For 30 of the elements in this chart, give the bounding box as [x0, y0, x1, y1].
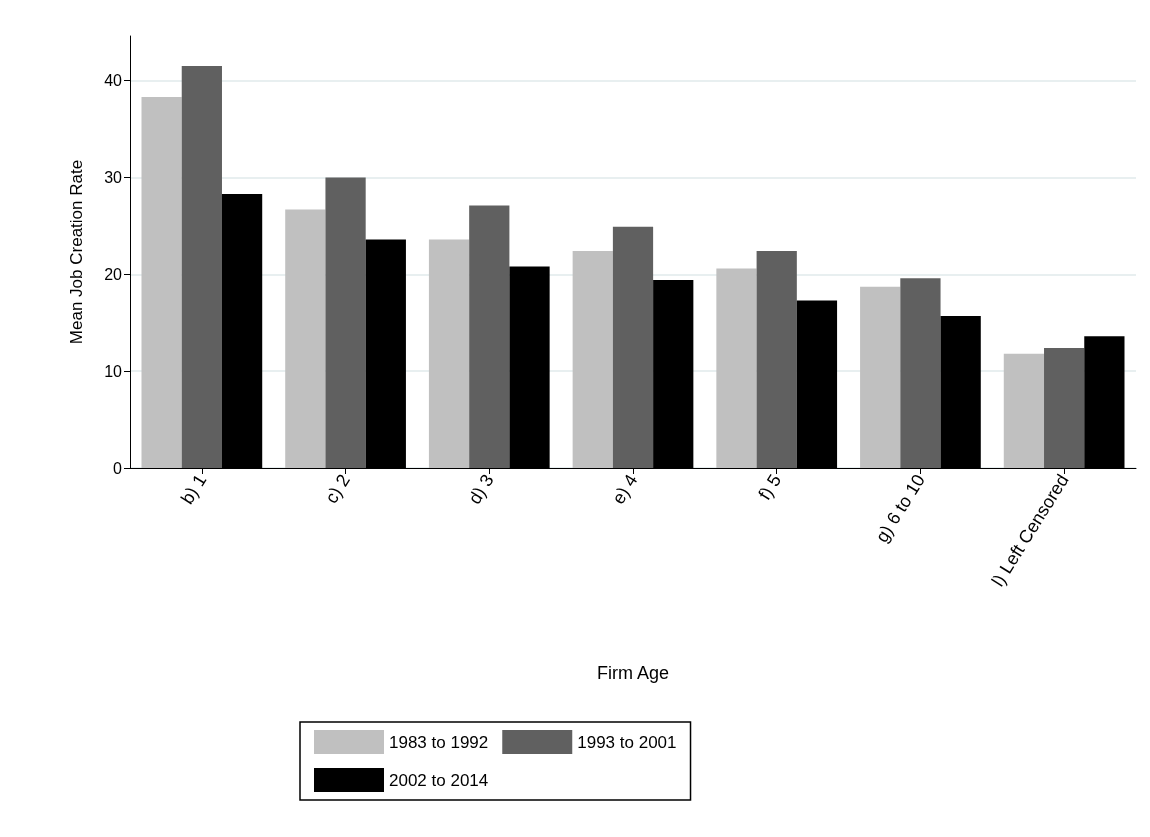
- y-tick-label: 0: [113, 459, 123, 477]
- bar: [181, 66, 222, 468]
- y-tick-label: 40: [104, 72, 123, 90]
- bar: [1003, 353, 1045, 468]
- x-tick-label: e) 4: [608, 470, 642, 508]
- bar: [572, 251, 613, 468]
- bar: [900, 278, 941, 468]
- x-axis-title: Firm Age: [596, 663, 670, 683]
- legend-label: 1983 to 1992: [389, 732, 489, 752]
- bar: [141, 97, 182, 468]
- legend-label: 2002 to 2014: [389, 770, 489, 790]
- bar: [1044, 347, 1085, 468]
- y-axis-title: Mean Job Creation Rate: [67, 159, 86, 345]
- bar: [756, 251, 797, 468]
- bar: [325, 177, 366, 468]
- bar: [285, 209, 326, 468]
- legend-label: 1993 to 2001: [577, 732, 677, 752]
- x-tick-label: c) 2: [321, 470, 355, 507]
- bar: [716, 268, 757, 468]
- bar: [428, 239, 470, 468]
- x-tick-label: g) 6 to 10: [871, 470, 929, 546]
- x-tick-label: b) 1: [176, 470, 211, 508]
- y-tick-label: 20: [104, 265, 123, 283]
- bar: [469, 205, 510, 468]
- y-tick-label: 10: [104, 362, 123, 380]
- x-tick-label: f) 5: [754, 470, 786, 504]
- bar: [860, 286, 901, 468]
- y-tick-label: 30: [104, 168, 123, 186]
- x-tick-label: d) 3: [464, 470, 498, 508]
- bar: [612, 226, 654, 468]
